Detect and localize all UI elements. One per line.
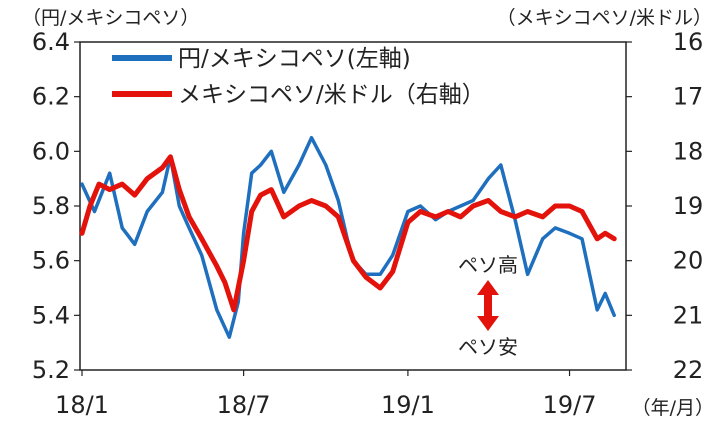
x-axis-unit: （年/月） bbox=[632, 397, 714, 419]
right-tick-label: 22 bbox=[673, 356, 704, 384]
right-tick-label: 19 bbox=[673, 192, 704, 220]
x-tick-label: 19/7 bbox=[543, 391, 597, 419]
annotation-peso-up: ペソ高 bbox=[458, 253, 518, 277]
x-tick-label: 19/1 bbox=[381, 391, 435, 419]
legend-label-jpy-mxn: 円/メキシコペソ(左軸) bbox=[178, 46, 411, 72]
x-tick-label: 18/1 bbox=[55, 391, 109, 419]
direction-annotation: ペソ高 ペソ安 bbox=[458, 253, 518, 359]
right-tick-label: 18 bbox=[673, 137, 704, 165]
series-line-mxn-usd bbox=[79, 154, 617, 313]
left-tick-label: 6.4 bbox=[32, 28, 70, 56]
left-tick-label: 6.0 bbox=[32, 137, 70, 165]
left-tick-label: 5.6 bbox=[32, 247, 70, 275]
annotation-peso-down: ペソ安 bbox=[458, 335, 518, 359]
legend: 円/メキシコペソ(左軸) メキシコペソ/米ドル（右軸） bbox=[112, 46, 485, 108]
right-tick-label: 17 bbox=[673, 83, 704, 111]
left-tick-label: 5.8 bbox=[32, 192, 70, 220]
right-tick-label: 16 bbox=[673, 28, 704, 56]
legend-label-mxn-usd: メキシコペソ/米ドル（右軸） bbox=[178, 82, 485, 108]
double-arrow-icon bbox=[477, 280, 499, 331]
left-axis-unit: （円/メキシコペソ） bbox=[22, 7, 199, 29]
right-axis-unit: （メキシコペソ/米ドル） bbox=[497, 7, 712, 29]
x-tick-label: 18/7 bbox=[217, 391, 271, 419]
left-tick-label: 5.4 bbox=[32, 301, 70, 329]
left-tick-label: 6.2 bbox=[32, 83, 70, 111]
right-tick-label: 20 bbox=[673, 247, 704, 275]
left-tick-label: 5.2 bbox=[32, 356, 70, 384]
right-tick-label: 21 bbox=[673, 301, 704, 329]
